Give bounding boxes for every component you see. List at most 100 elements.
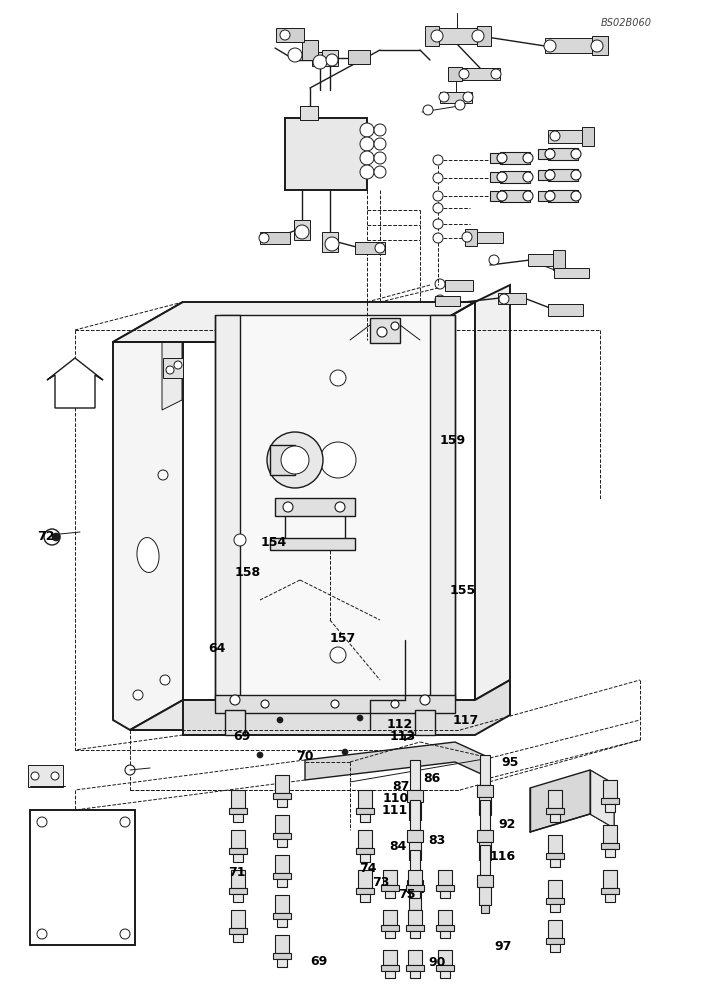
Bar [383,870,397,885]
Circle shape [523,172,533,182]
Bar [500,171,530,183]
Circle shape [497,191,507,201]
Circle shape [374,124,386,136]
Bar [233,854,243,862]
Bar [435,296,460,306]
Bar [438,950,452,965]
Bar [605,804,615,812]
Bar [440,931,450,938]
Bar [277,839,287,847]
Bar [406,965,424,971]
Bar [477,26,491,46]
Circle shape [342,749,348,755]
Circle shape [52,533,60,541]
Circle shape [31,772,39,780]
Bar [438,870,452,885]
Circle shape [544,40,556,52]
Bar [28,765,63,787]
Bar [411,820,419,828]
Bar [409,842,421,860]
Bar [381,885,399,891]
Bar [546,938,564,944]
Text: 72: 72 [37,530,54,544]
Text: 64: 64 [209,643,226,656]
Bar [603,780,617,798]
Circle shape [125,765,135,775]
Circle shape [497,153,507,163]
Bar [435,28,480,44]
Text: 158: 158 [235,566,261,580]
Bar [601,843,619,849]
Bar [460,68,500,80]
Bar [229,808,247,814]
Polygon shape [113,302,475,342]
Bar [479,797,491,815]
Bar [360,814,370,822]
Text: 97: 97 [494,940,511,952]
Bar [270,445,295,475]
Circle shape [431,30,443,42]
Circle shape [433,233,443,243]
Text: 87: 87 [392,780,409,792]
Bar [603,825,617,843]
Bar [481,905,489,913]
Bar [406,885,424,891]
Circle shape [230,695,240,705]
Bar [383,910,397,925]
Bar [383,950,397,965]
Bar [302,40,318,60]
Bar [550,904,560,912]
Bar [163,358,183,378]
Bar [475,232,503,243]
Bar [410,760,420,790]
Circle shape [377,327,387,337]
Circle shape [491,69,501,79]
Bar [479,887,491,905]
Bar [275,895,289,913]
Circle shape [439,92,449,102]
Bar [425,26,439,46]
Circle shape [499,294,509,304]
Circle shape [360,165,374,179]
Circle shape [330,647,346,663]
Bar [553,250,565,270]
Circle shape [571,170,581,180]
Bar [480,755,490,785]
Bar [477,875,493,887]
Bar [545,38,595,53]
Bar [407,880,423,892]
Text: 117: 117 [453,714,478,726]
Bar [548,835,562,853]
Circle shape [160,675,170,685]
Bar [538,149,550,159]
Bar [273,913,291,919]
Text: 84: 84 [389,840,407,854]
Text: 83: 83 [429,834,446,848]
Circle shape [433,173,443,183]
Bar [356,888,374,894]
Bar [356,848,374,854]
Text: 159: 159 [440,434,466,448]
Circle shape [158,470,168,480]
Bar [370,318,400,343]
Bar [358,870,372,888]
Bar [410,891,420,898]
Bar [410,971,420,978]
Circle shape [545,191,555,201]
Circle shape [234,534,246,546]
Circle shape [267,432,323,488]
Bar [548,169,578,181]
Bar [409,892,421,910]
Circle shape [433,191,443,201]
Bar [440,971,450,978]
Bar [480,800,490,830]
Bar [409,802,421,820]
Circle shape [259,233,269,243]
Circle shape [571,191,581,201]
Bar [348,50,370,64]
Circle shape [331,700,339,708]
Bar [407,790,423,802]
Text: 95: 95 [501,756,518,768]
Bar [605,849,615,857]
Bar [500,190,530,202]
